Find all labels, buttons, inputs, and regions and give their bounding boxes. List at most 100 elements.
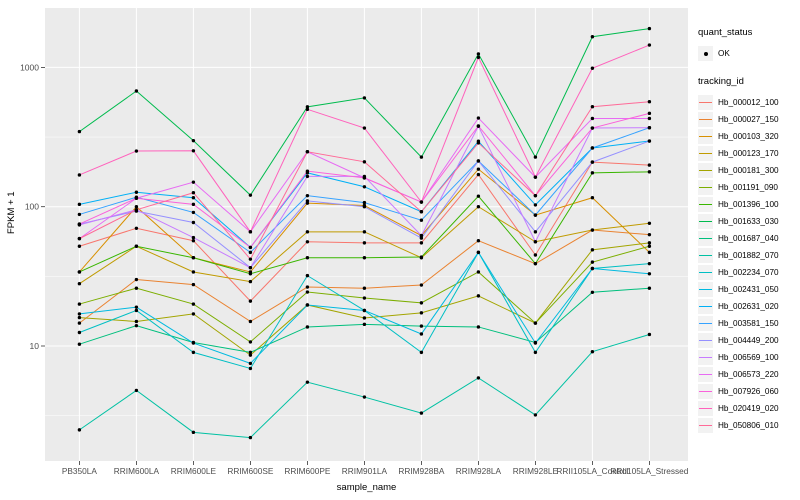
legend-label: Hb_020419_020 <box>718 404 779 413</box>
data-point <box>590 196 595 200</box>
legend-line-swatch <box>699 425 712 426</box>
data-point <box>248 350 253 355</box>
data-point <box>419 200 424 204</box>
data-point <box>533 203 538 207</box>
legend-item-ok: OK <box>698 45 779 62</box>
data-point <box>305 380 310 384</box>
x-tick-label: RRIM600PE <box>284 466 331 476</box>
legend-label: Hb_000012_100 <box>718 98 779 107</box>
data-point <box>362 160 367 164</box>
legend-key-icon <box>698 282 713 297</box>
data-point <box>77 342 82 346</box>
legend-tracking-id-items: Hb_000012_100 Hb_000027_150 Hb_000103_320 H… <box>698 94 779 434</box>
data-point <box>77 302 82 306</box>
data-point <box>419 236 424 240</box>
data-point <box>476 159 481 163</box>
data-point <box>77 312 82 316</box>
legend-title-quant-status: quant_status <box>698 27 753 38</box>
data-point <box>590 105 595 109</box>
legend-item-Hb_050806_010: Hb_050806_010 <box>698 417 779 434</box>
legend-item-Hb_001633_030: Hb_001633_030 <box>698 213 779 230</box>
data-point <box>476 376 481 380</box>
legend-key-icon <box>698 384 713 399</box>
legend-label: Hb_006573_220 <box>718 370 779 379</box>
data-point <box>248 193 253 197</box>
data-point <box>305 290 310 294</box>
x-tick-label: RRII105LA_Stressed <box>610 466 688 476</box>
data-point <box>362 96 367 100</box>
data-point <box>191 302 196 306</box>
legend-key-icon <box>698 265 713 280</box>
legend-line-swatch <box>699 306 712 307</box>
legend-key-icon <box>698 112 713 127</box>
data-point <box>305 273 310 278</box>
y-tick-label: 1000 <box>20 62 39 72</box>
data-point <box>590 228 595 232</box>
data-point <box>77 428 82 432</box>
data-point <box>305 105 310 109</box>
plot-panel <box>45 8 688 461</box>
legend-label: Hb_004449_200 <box>718 336 779 345</box>
data-point <box>533 261 538 266</box>
data-point <box>533 321 538 325</box>
data-point <box>305 193 310 198</box>
data-point <box>191 138 196 143</box>
data-point <box>134 190 139 194</box>
data-point <box>590 266 595 271</box>
data-point <box>305 325 310 329</box>
data-point <box>590 260 595 264</box>
legend-item-Hb_000181_300: Hb_000181_300 <box>698 162 779 179</box>
data-point <box>248 435 253 440</box>
legend-label: Hb_002234_070 <box>718 268 779 277</box>
data-point <box>590 248 595 252</box>
data-point <box>134 205 139 209</box>
data-point <box>476 239 481 243</box>
legend-label: Hb_007926_060 <box>718 387 779 396</box>
data-point <box>419 301 424 305</box>
x-tick-label: RRIM928LA <box>456 466 502 476</box>
legend-line-swatch <box>699 323 712 324</box>
data-point <box>419 283 424 287</box>
data-point <box>419 233 424 238</box>
data-point <box>191 270 196 274</box>
legend-line-swatch <box>699 408 712 409</box>
legend-key-icon <box>698 129 713 144</box>
data-point <box>419 350 424 355</box>
data-point <box>647 100 652 104</box>
legend-line-swatch <box>699 170 712 171</box>
x-tick-label: RRIM901LA <box>342 466 388 476</box>
data-point <box>533 213 538 217</box>
data-point <box>77 244 82 248</box>
data-point <box>533 253 538 257</box>
data-point <box>647 139 652 143</box>
legend-line-swatch <box>699 357 712 358</box>
x-tick-label: RRIM928LE <box>513 466 559 476</box>
data-point <box>647 116 652 121</box>
data-point <box>248 353 253 357</box>
data-point <box>533 350 538 355</box>
data-point <box>134 323 139 328</box>
data-point <box>590 160 595 164</box>
data-point <box>476 270 481 274</box>
legend-label: Hb_001687_040 <box>718 234 779 243</box>
data-point <box>362 316 367 320</box>
data-point <box>647 221 652 226</box>
data-point <box>533 155 538 159</box>
data-point <box>77 330 82 335</box>
legend-item-Hb_002431_050: Hb_002431_050 <box>698 281 779 298</box>
data-point <box>419 324 424 328</box>
legend-line-swatch <box>699 204 712 205</box>
legend-key-icon <box>698 146 713 161</box>
data-point <box>533 230 538 234</box>
legend-label: Hb_001882_070 <box>718 251 779 260</box>
data-point <box>134 286 139 290</box>
legend-item-Hb_000012_100: Hb_000012_100 <box>698 94 779 111</box>
legend-label-ok: OK <box>718 49 730 58</box>
x-tick-label: RRIM600SE <box>227 466 274 476</box>
data-point <box>305 285 310 289</box>
data-point <box>476 52 481 56</box>
data-point <box>590 146 595 150</box>
data-point <box>362 176 367 180</box>
data-point <box>362 308 367 313</box>
data-point <box>647 261 652 266</box>
